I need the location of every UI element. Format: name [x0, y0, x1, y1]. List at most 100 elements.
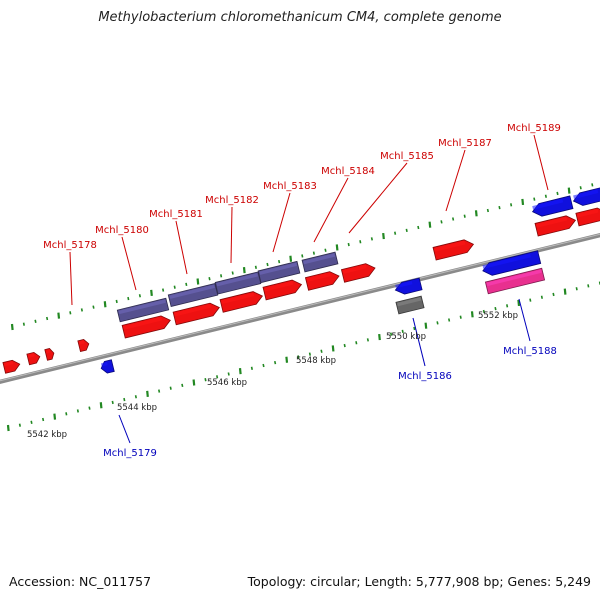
lower-tick-mark: [355, 341, 358, 345]
upper-tick-mark: [57, 312, 61, 319]
gene-reverse-arrow: [572, 186, 600, 206]
upper-tick-mark: [69, 311, 72, 315]
upper-tick-mark: [370, 237, 373, 241]
upper-tick-mark: [208, 277, 211, 281]
lower-tick-mark: [366, 338, 369, 342]
gene-label-mchl-5182: Mchl_5182: [205, 195, 259, 206]
upper-tick-mark: [196, 278, 200, 285]
gene-forward-arrow: [432, 239, 475, 261]
gene-label-mchl-5180: Mchl_5180: [95, 225, 149, 236]
upper-tick-mark: [440, 220, 443, 224]
upper-tick-mark: [22, 322, 25, 326]
lower-tick-mark: [158, 389, 161, 393]
upper-tick-mark: [115, 299, 118, 304]
gene-leader-line: [69, 251, 73, 306]
lower-tick-mark: [216, 375, 219, 379]
upper-tick-mark: [278, 259, 281, 264]
lower-tick-mark: [540, 295, 543, 299]
upper-tick-mark: [92, 305, 95, 309]
scale-label: 5544 kbp: [117, 403, 157, 413]
lower-tick-mark: [413, 326, 416, 331]
lower-tick-mark: [343, 343, 346, 348]
upper-tick-mark: [533, 197, 536, 201]
gene-label-mchl-5185: Mchl_5185: [380, 151, 434, 162]
scale-label: 5542 kbp: [27, 430, 67, 440]
upper-tick-mark: [103, 301, 107, 308]
lower-tick-mark: [6, 424, 10, 432]
lower-tick-mark: [250, 366, 253, 370]
upper-tick-mark: [591, 183, 594, 187]
upper-tick-mark: [138, 294, 141, 298]
gene-box-purple: [214, 271, 262, 295]
gene-box-purple: [167, 282, 219, 308]
upper-tick-mark: [34, 319, 37, 323]
lower-tick-mark: [517, 299, 521, 307]
upper-tick-mark: [452, 217, 455, 221]
gene-forward-arrow: [121, 315, 171, 339]
lower-tick-mark: [76, 409, 79, 413]
lower-tick-mark: [169, 386, 172, 390]
gene-forward-arrow: [340, 263, 376, 283]
gene-box-purple: [301, 251, 339, 273]
upper-tick-mark: [335, 244, 339, 251]
genome-backbone-highlight: [0, 233, 600, 382]
gene-forward-arrow: [2, 359, 21, 374]
upper-tick-mark: [544, 194, 547, 198]
gene-leader-line: [518, 298, 531, 342]
gene-label-mchl-5178: Mchl_5178: [43, 240, 97, 251]
lower-tick-mark: [320, 349, 323, 353]
scale-label: 5552 kbp: [478, 311, 518, 321]
lower-tick-mark: [146, 390, 149, 398]
genome-map: 5542 kbp 5544 kbp 5546 kbp 5548 kbp 5550 kbp…: [0, 123, 600, 459]
scale-label: 5546 kbp: [207, 378, 247, 388]
lower-tick-mark: [390, 332, 393, 336]
upper-tick-mark: [579, 186, 582, 190]
gene-box-purple: [257, 260, 301, 284]
gene-forward-arrow: [172, 302, 220, 326]
gene-forward-arrow: [304, 271, 340, 291]
upper-tick-mark: [242, 267, 246, 274]
accession-text: Accession: NC_011757: [9, 574, 152, 589]
lower-tick-mark: [134, 395, 137, 399]
lower-tick-mark: [111, 400, 114, 405]
gene-label-mchl-5188: Mchl_5188: [503, 346, 557, 357]
upper-tick-mark: [46, 316, 49, 321]
upper-tick-mark: [567, 187, 571, 194]
upper-tick-mark: [185, 282, 188, 287]
lower-tick-mark: [506, 304, 509, 308]
lower-tick-mark: [401, 329, 404, 334]
lower-tick-mark: [204, 378, 207, 382]
gene-reverse-arrow: [482, 250, 542, 276]
lower-tick-mark: [587, 284, 590, 288]
gene-leader-line: [313, 177, 349, 243]
upper-tick-mark: [127, 296, 130, 301]
lower-tick-mark: [297, 355, 300, 359]
upper-tick-mark: [556, 191, 559, 196]
upper-tick-mark: [162, 288, 165, 292]
upper-tick-mark: [359, 240, 362, 244]
lower-tick-mark: [575, 287, 578, 291]
map-title: Methylobacterium chloromethanicum CM4, c…: [98, 10, 502, 25]
upper-tick-mark: [521, 198, 525, 206]
lower-tick-mark: [181, 383, 184, 388]
upper-tick-mark: [498, 205, 501, 210]
lower-tick-mark: [482, 309, 485, 314]
upper-tick-mark: [324, 248, 327, 252]
lower-tick-mark: [238, 368, 242, 375]
gene-leader-line: [348, 162, 408, 234]
lower-tick-mark: [529, 298, 532, 302]
upper-tick-mark: [301, 254, 304, 258]
gene-leader-line: [272, 192, 291, 253]
upper-tick-mark: [173, 285, 176, 289]
gene-leader-line: [118, 414, 131, 444]
lower-tick-mark: [262, 363, 265, 368]
upper-tick-mark: [150, 289, 153, 297]
lower-tick-mark: [99, 402, 103, 409]
lower-tick-mark: [436, 321, 439, 325]
upper-tick-mark: [417, 225, 420, 230]
gene-box-pink: [484, 267, 546, 295]
lower-tick-mark: [88, 406, 91, 410]
upper-tick-mark: [463, 214, 466, 218]
gene-leader-line: [445, 149, 466, 212]
